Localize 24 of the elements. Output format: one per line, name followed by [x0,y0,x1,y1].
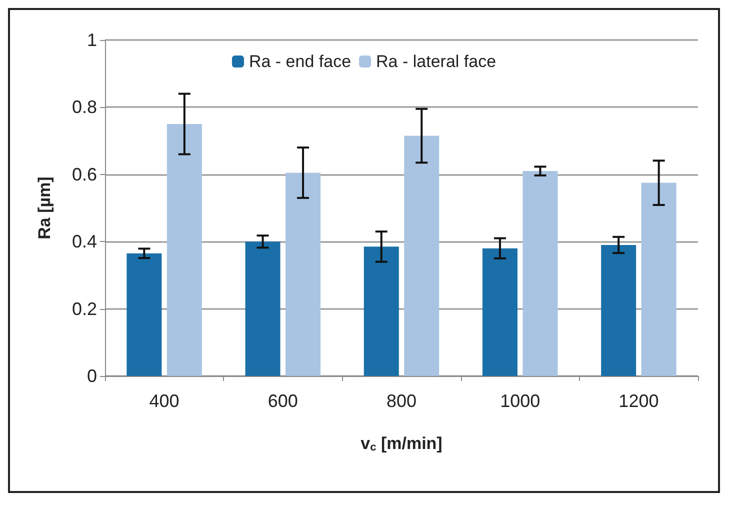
legend-label: Ra - lateral face [376,52,496,71]
y-tick-label: 0.8 [72,97,97,118]
y-tick-label: 1 [86,30,97,50]
bar [522,171,558,376]
y-tick-label: 0.2 [72,298,97,319]
y-tick-label: 0.6 [72,164,97,184]
bar [601,244,636,376]
bar [166,124,202,376]
bar [364,246,399,376]
x-tick-label: 400 [149,391,180,411]
x-tick-label: 800 [386,391,417,411]
x-tick-label: 600 [268,391,298,411]
y-tick-label: 0 [86,366,97,386]
bar [404,136,440,376]
bar [245,242,280,376]
bar [641,182,676,376]
x-tick-label: 1000 [500,391,540,411]
bar [126,253,162,376]
y-tick-label: 0.4 [72,232,97,252]
x-tick-label: 1200 [618,391,659,411]
y-axis-title: Ra [µm] [35,176,54,240]
bar [286,172,321,376]
legend-label: Ra - end face [248,52,352,71]
bar [482,248,518,376]
